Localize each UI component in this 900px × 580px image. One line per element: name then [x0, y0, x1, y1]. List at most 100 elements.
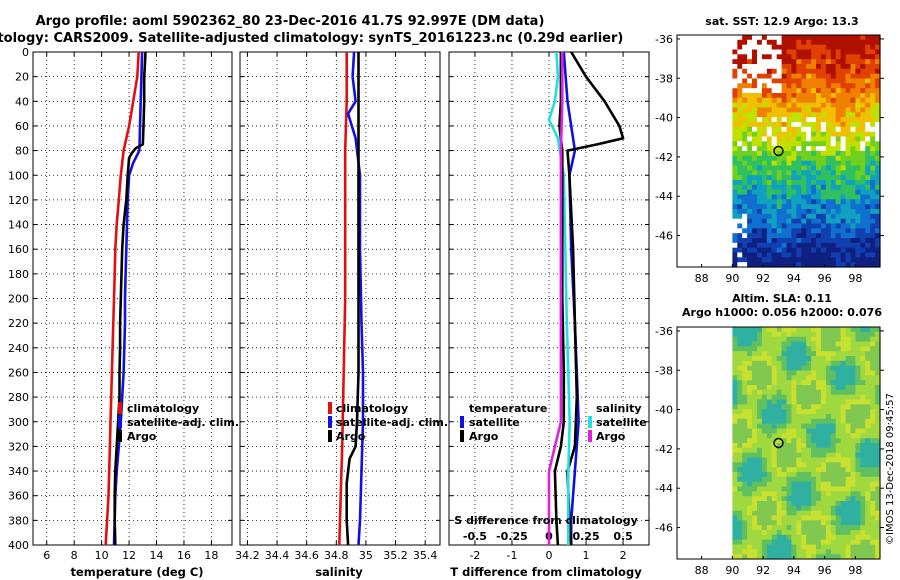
sla-cell	[742, 360, 748, 367]
sla-cell	[860, 472, 866, 478]
sla-cell	[801, 472, 807, 478]
sst-cell	[752, 44, 758, 51]
sla-cell	[761, 505, 768, 512]
sst-cell	[781, 194, 788, 200]
sla-cell	[850, 360, 856, 367]
sla-cell	[806, 530, 812, 536]
sst-cell	[776, 122, 783, 128]
sst-cell	[850, 252, 856, 258]
diff-legend-salinity-satellite: satellite	[596, 416, 647, 429]
sst-cell	[860, 112, 866, 118]
sst-cell	[737, 35, 743, 41]
sst-cell	[870, 122, 876, 128]
sla-cell	[752, 414, 758, 420]
sla-cell	[796, 452, 802, 459]
sla-cell	[820, 331, 827, 338]
sla-cell	[806, 365, 812, 372]
sst-cell	[766, 228, 773, 234]
sst-cell	[825, 238, 832, 244]
sst-cell	[742, 35, 748, 41]
sst-cell	[806, 112, 812, 118]
sla-cell	[732, 491, 738, 497]
sla-cell	[752, 346, 758, 352]
sla-cell	[786, 530, 792, 536]
sla-cell	[801, 394, 807, 401]
sst-cell	[840, 204, 847, 210]
sst-cell	[742, 228, 748, 234]
sla-cell	[816, 549, 822, 555]
sla-cell	[830, 544, 837, 550]
sst-cell	[870, 194, 876, 200]
sst-cell	[776, 204, 783, 210]
diff-legend-swatch-t-argo	[460, 430, 464, 442]
sla-cell	[752, 544, 758, 550]
sst-cell	[865, 78, 871, 84]
sst-cell	[850, 180, 856, 186]
sst-cell	[776, 107, 783, 113]
sst-cell	[771, 238, 778, 244]
sla-cell	[791, 549, 797, 555]
sst-cell	[860, 35, 866, 41]
sst-cell	[811, 155, 817, 162]
sla-cell	[811, 472, 817, 478]
x-tick-label: 2	[620, 549, 627, 562]
sla-cell	[781, 433, 788, 439]
sla-cell	[791, 515, 797, 521]
sla-cell	[766, 462, 773, 468]
sst-cell	[786, 194, 792, 200]
sst-cell	[796, 175, 802, 181]
sla-cell	[801, 404, 807, 410]
sla-cell	[835, 443, 842, 449]
sla-cell	[875, 428, 881, 434]
sst-cell	[737, 223, 743, 229]
sst-cell	[850, 242, 856, 249]
sla-cell	[825, 530, 832, 536]
sst-cell	[850, 155, 856, 162]
sla-cell	[761, 501, 768, 507]
sst-cell	[766, 209, 773, 215]
sst-cell	[801, 54, 807, 60]
sla-cell	[747, 443, 753, 449]
sst-cell	[811, 223, 817, 229]
sst-cell	[757, 223, 763, 229]
sla-cell	[786, 428, 792, 434]
sst-cell	[761, 88, 768, 94]
sst-cell	[855, 131, 861, 138]
sla-cell	[796, 414, 802, 420]
sla-cell	[786, 389, 792, 396]
sst-cell	[747, 122, 753, 128]
sst-cell	[752, 257, 758, 263]
sla-cell	[811, 491, 817, 497]
sla-cell	[840, 443, 847, 449]
sst-cell	[875, 122, 881, 128]
sst-cell	[737, 112, 743, 118]
sla-cell	[835, 486, 842, 492]
sla-cell	[870, 394, 876, 401]
sst-cell	[776, 160, 783, 167]
sst-cell	[732, 68, 738, 75]
sla-cell	[855, 467, 861, 473]
sla-cell	[781, 341, 788, 347]
sla-cell	[855, 385, 861, 391]
sst-cell	[865, 35, 871, 41]
sst-cell	[855, 228, 861, 234]
sla-cell	[806, 491, 812, 497]
sst-cell	[820, 68, 827, 75]
sst-cell	[820, 126, 827, 133]
sst-cell	[855, 102, 861, 109]
sla-cell	[742, 462, 748, 468]
sst-cell	[766, 68, 773, 75]
sla-cell	[840, 481, 847, 488]
sst-cell	[860, 64, 866, 70]
sla-cell	[801, 491, 807, 497]
sst-cell	[811, 228, 817, 234]
sla-cell	[786, 341, 792, 347]
sst-cell	[781, 97, 788, 104]
sst-cell	[870, 39, 876, 46]
sst-cell	[820, 102, 827, 109]
sst-cell	[781, 262, 788, 268]
sst-cell	[747, 155, 753, 162]
sst-cell	[875, 209, 881, 215]
sst-cell	[732, 180, 738, 186]
sst-cell	[766, 151, 773, 157]
